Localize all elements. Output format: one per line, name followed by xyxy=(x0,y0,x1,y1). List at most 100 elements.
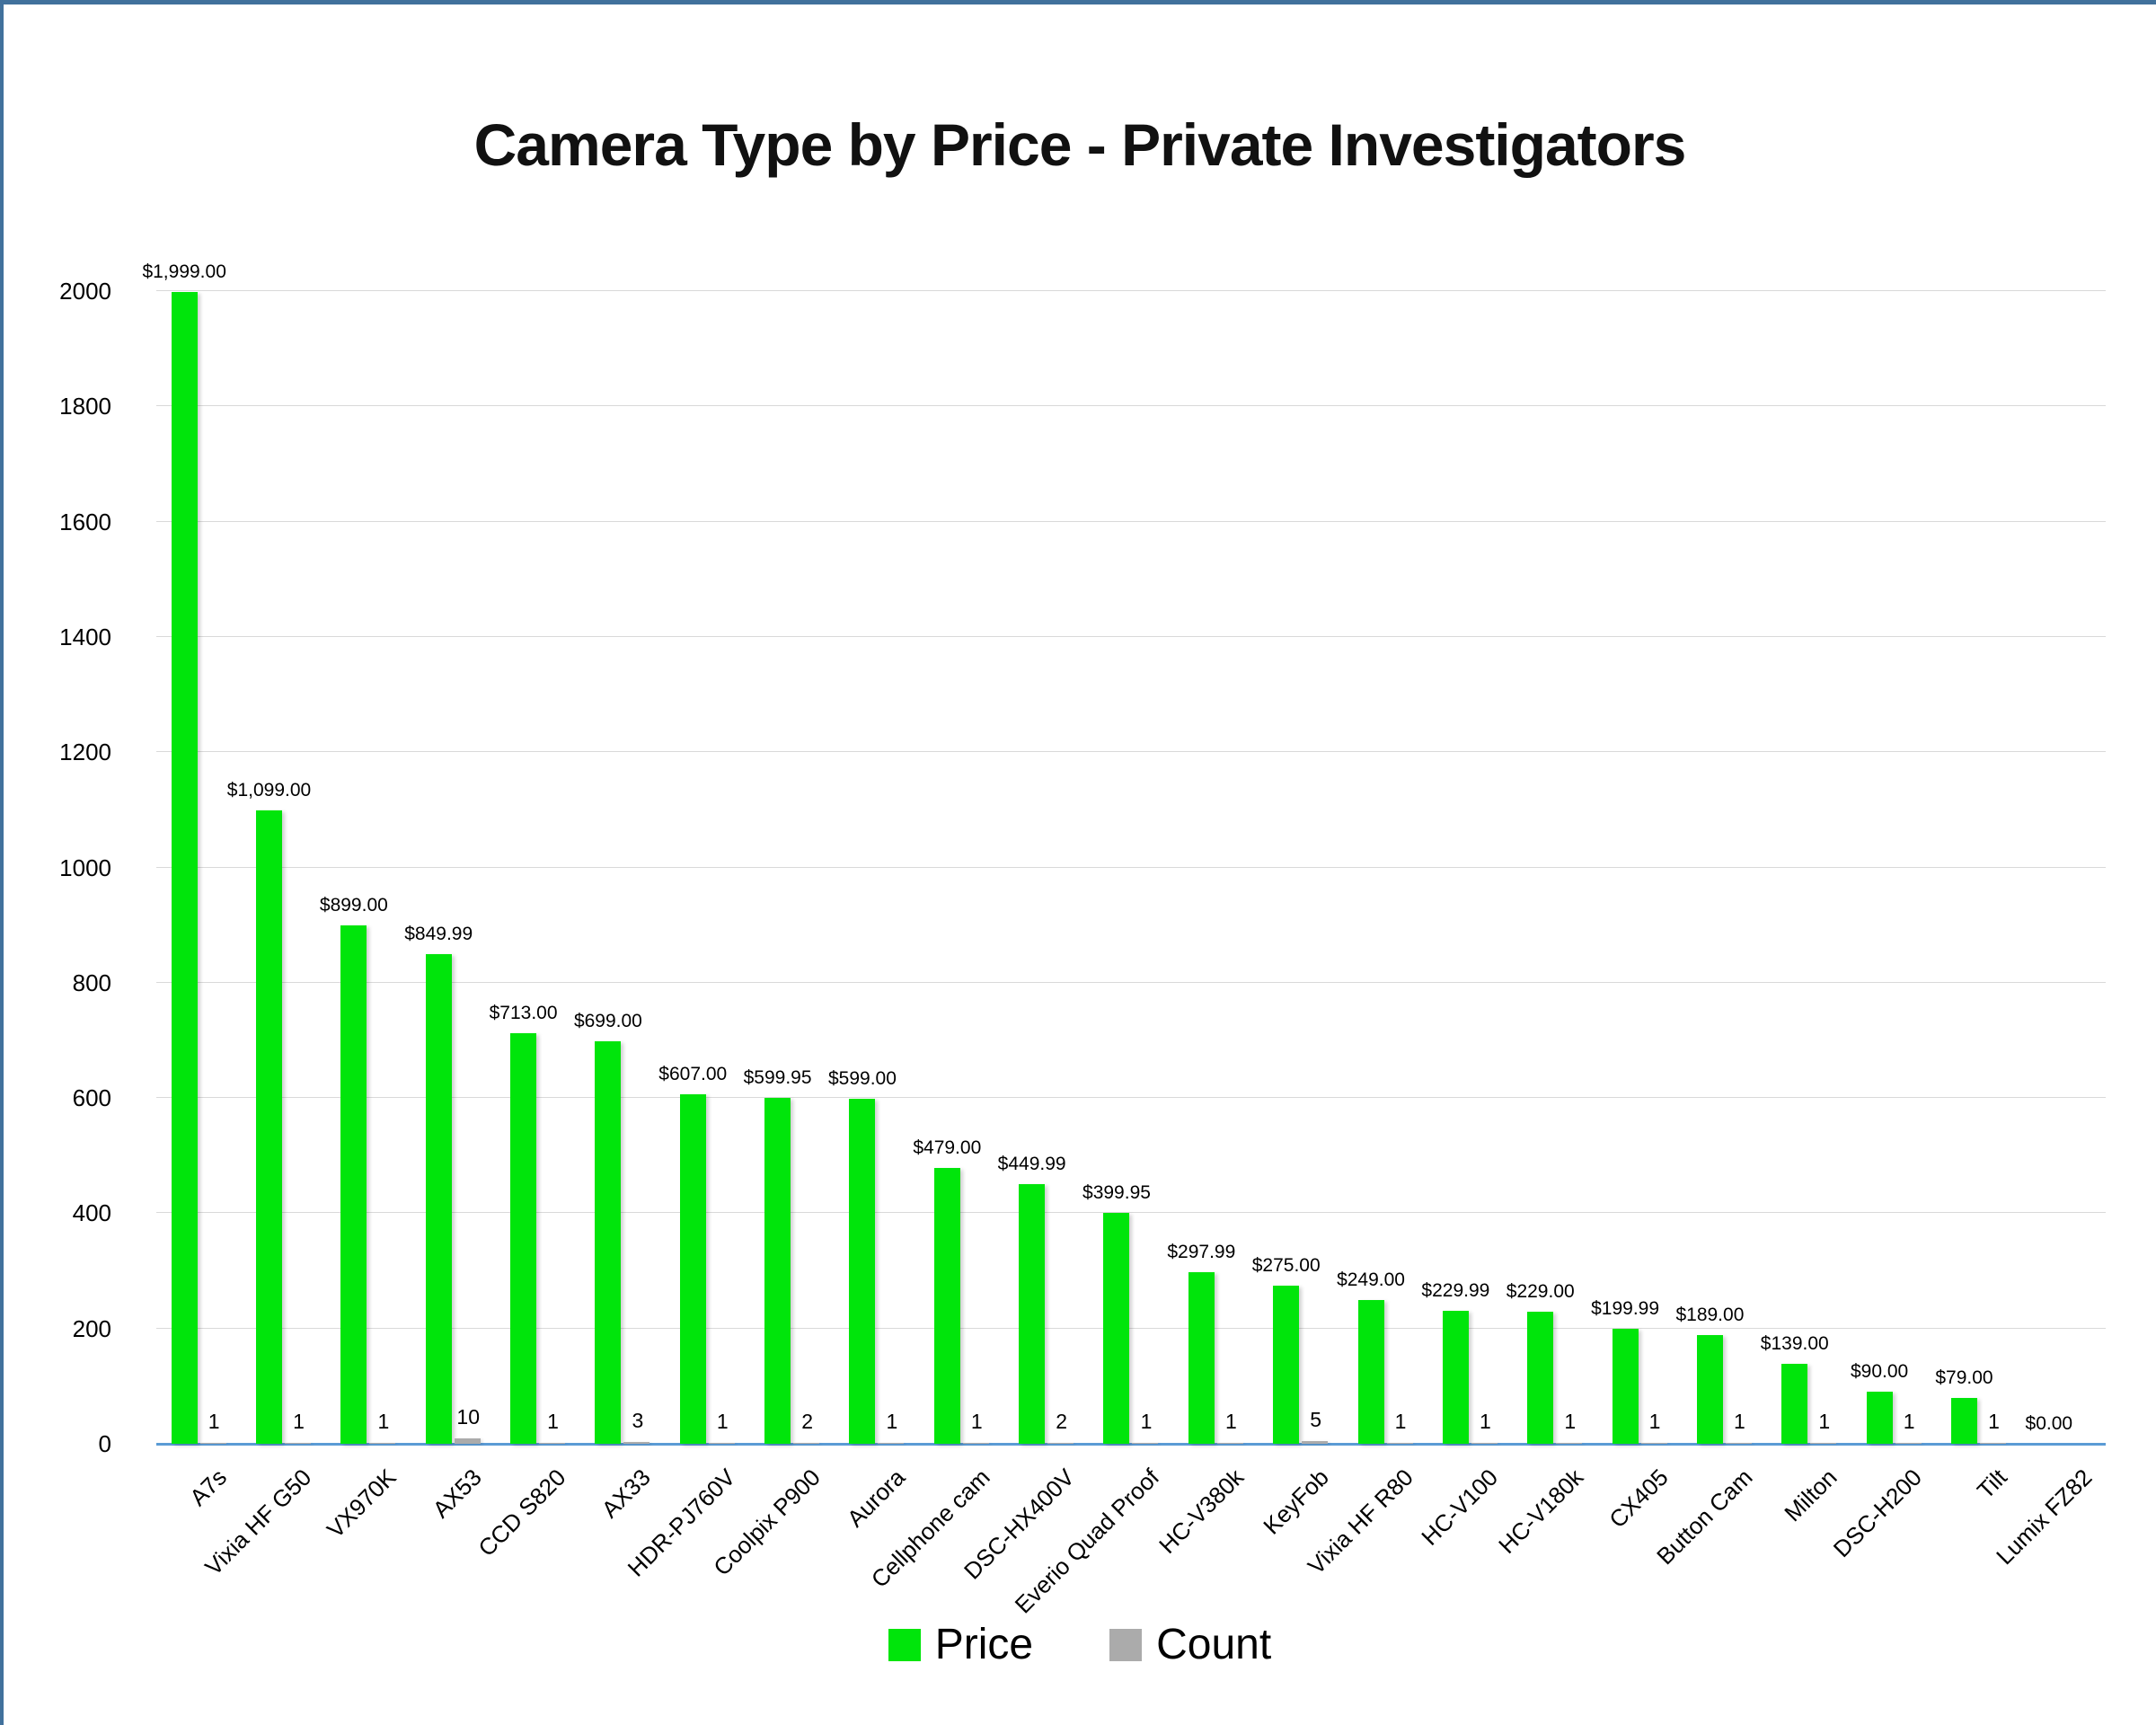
bar-column-CX405: $199.99 1 xyxy=(1591,291,1682,1444)
y-tick-label-800: 800 xyxy=(72,969,111,996)
count-bar xyxy=(1810,1443,1837,1444)
x-axis-line xyxy=(156,1443,2106,1446)
bar-column-KeyFob: $275.00 5 xyxy=(1252,291,1343,1444)
x-category-label-HC-V180k: HC-V180k xyxy=(1492,1464,1588,1560)
bar-column-Aurora: $599.00 1 xyxy=(828,291,919,1444)
price-value-label: $599.00 xyxy=(827,1067,897,1089)
count-value-label: 1 xyxy=(1988,1410,2000,1434)
gridline-1800 xyxy=(156,405,2106,407)
count-bar xyxy=(708,1443,735,1444)
count-value-label: 1 xyxy=(208,1410,220,1434)
x-category-label-HC-V100: HC-V100 xyxy=(1416,1464,1504,1551)
count-value-label: 1 xyxy=(1564,1410,1577,1434)
price-value-label: $79.00 xyxy=(1935,1367,1993,1389)
price-bar xyxy=(679,1093,706,1444)
count-bar xyxy=(1979,1443,2006,1444)
count-bar xyxy=(1556,1443,1583,1444)
count-bar xyxy=(1302,1440,1329,1444)
x-category-label-Everio Quad Proof: Everio Quad Proof xyxy=(1009,1464,1165,1619)
bar-column-Vixia HF R80: $249.00 1 xyxy=(1337,291,1427,1444)
price-bar xyxy=(1019,1184,1046,1444)
bar-column-HC-V100: $229.99 1 xyxy=(1421,291,1512,1444)
price-bar xyxy=(1442,1311,1469,1444)
price-value-label: $90.00 xyxy=(1851,1361,1909,1383)
count-value-label: 1 xyxy=(1648,1410,1661,1434)
price-value-label: $599.95 xyxy=(743,1067,812,1089)
count-value-label: 10 xyxy=(456,1404,480,1429)
x-category-label-DSC-H200: DSC-H200 xyxy=(1828,1464,1928,1563)
count-value-label: 5 xyxy=(1310,1407,1322,1431)
price-value-label: $297.99 xyxy=(1167,1241,1236,1262)
count-value-label: 1 xyxy=(1224,1410,1237,1434)
bar-column-CCD S820: $713.00 1 xyxy=(490,291,579,1444)
count-bar xyxy=(285,1443,312,1444)
count-value-label: 2 xyxy=(1056,1409,1068,1433)
price-value-label: $479.00 xyxy=(913,1137,982,1158)
count-bar xyxy=(793,1442,820,1444)
gridline-400 xyxy=(156,1212,2106,1214)
gridline-1400 xyxy=(156,635,2106,637)
price-value-label: $449.99 xyxy=(997,1154,1066,1175)
price-bar xyxy=(1781,1363,1808,1444)
count-bar xyxy=(1725,1443,1752,1444)
count-legend-label: Count xyxy=(1156,1621,1272,1668)
price-bar xyxy=(849,1098,876,1444)
bar-column-Coolpix P900: $599.95 2 xyxy=(744,291,834,1444)
bar-column-HC-V180k: $229.00 1 xyxy=(1507,291,1597,1444)
price-bar xyxy=(933,1167,960,1444)
bar-column-Lumix FZ82: $0.00 xyxy=(2021,291,2106,1444)
price-bar xyxy=(1696,1334,1723,1444)
count-value-label: 1 xyxy=(547,1410,559,1434)
bar-column-HC-V380k: $297.99 1 xyxy=(1167,291,1258,1444)
count-bar xyxy=(878,1443,905,1444)
price-value-label: $399.95 xyxy=(1082,1182,1151,1204)
price-value-label: $249.00 xyxy=(1337,1269,1405,1291)
price-value-label: $1,999.00 xyxy=(142,261,226,282)
count-value-label: 1 xyxy=(1818,1410,1831,1434)
y-tick-label-200: 200 xyxy=(72,1314,111,1342)
price-bar xyxy=(171,291,198,1444)
price-value-label: $229.99 xyxy=(1421,1280,1490,1302)
bar-column-Everio Quad Proof: $399.95 1 xyxy=(1082,291,1173,1444)
bar-column-Button Cam: $189.00 1 xyxy=(1675,291,1766,1444)
bar-column-Cellphone cam: $479.00 1 xyxy=(913,291,1003,1444)
x-category-label-AX33: AX33 xyxy=(596,1464,657,1524)
price-value-label: $199.99 xyxy=(1591,1297,1660,1319)
bar-column-DSC-H200: $90.00 1 xyxy=(1851,291,1936,1444)
count-value-label: 1 xyxy=(1394,1410,1407,1434)
count-value-label: 3 xyxy=(632,1409,644,1433)
legend: Price Count xyxy=(4,1620,2156,1669)
legend-item-price: Price xyxy=(888,1620,1033,1669)
price-legend-swatch-icon xyxy=(888,1628,921,1661)
count-bar xyxy=(369,1443,396,1444)
count-bar xyxy=(1216,1443,1243,1444)
count-bar xyxy=(539,1443,566,1444)
count-value-label: 2 xyxy=(801,1409,813,1433)
bar-column-AX33: $699.00 3 xyxy=(574,291,665,1444)
count-bar xyxy=(623,1442,650,1444)
price-value-label: $139.00 xyxy=(1760,1332,1829,1354)
x-category-label-Tilt: Tilt xyxy=(1971,1464,2012,1505)
count-value-label: 1 xyxy=(970,1410,983,1434)
x-category-label-AX53: AX53 xyxy=(427,1464,487,1524)
count-value-label: 1 xyxy=(293,1410,305,1434)
price-bar xyxy=(1612,1328,1639,1444)
bar-column-AX53: $849.99 10 xyxy=(404,291,495,1444)
x-category-label-CX405: CX405 xyxy=(1603,1464,1674,1534)
y-tick-label-1600: 1600 xyxy=(59,508,111,535)
price-value-label: $899.00 xyxy=(319,895,388,916)
x-category-label-CCD S820: CCD S820 xyxy=(473,1464,571,1562)
y-tick-label-2000: 2000 xyxy=(59,278,111,305)
x-category-label-HC-V380k: HC-V380k xyxy=(1153,1464,1250,1560)
price-value-label: $0.00 xyxy=(2025,1413,2073,1434)
y-axis: 0 200 400 600 800 1000 1200 1400 1600 1800 2000 xyxy=(4,279,120,1455)
x-category-label-KeyFob: KeyFob xyxy=(1258,1464,1334,1540)
x-axis-labels: A7s Vixia HF G50 VX970K AX53 CCD S820 AX33 HDR… xyxy=(156,1444,2106,1623)
bar-column-VX970K: $899.00 1 xyxy=(320,291,411,1444)
y-tick-label-1800: 1800 xyxy=(59,393,111,420)
count-bar xyxy=(1471,1443,1498,1444)
price-legend-label: Price xyxy=(934,1621,1034,1668)
count-value-label: 1 xyxy=(377,1410,390,1434)
gridline-800 xyxy=(156,981,2106,983)
